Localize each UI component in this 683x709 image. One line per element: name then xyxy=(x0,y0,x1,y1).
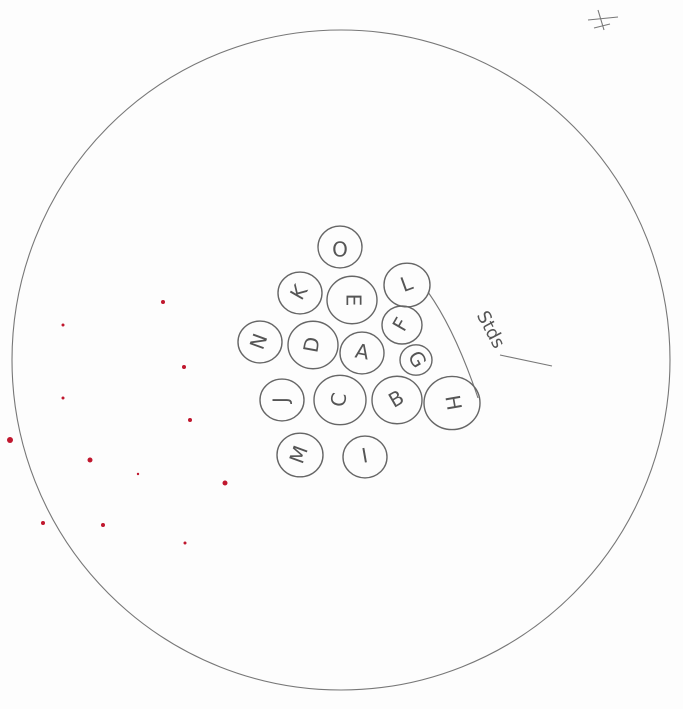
colony-label: D xyxy=(298,335,324,354)
colony-label: H xyxy=(440,393,466,412)
colony xyxy=(371,375,423,425)
colony xyxy=(259,378,305,422)
colony-label: C xyxy=(325,391,351,409)
colony xyxy=(287,320,339,370)
colony xyxy=(342,435,388,479)
colony-label: I xyxy=(360,443,370,468)
colony xyxy=(326,275,378,325)
colony-label: A xyxy=(353,339,371,365)
corner-mark xyxy=(587,9,619,31)
colony xyxy=(339,331,385,375)
colony-label: O xyxy=(332,237,348,261)
colony xyxy=(277,271,323,315)
colony xyxy=(423,375,481,431)
pointer-line xyxy=(499,354,553,367)
colony-label: J xyxy=(269,397,293,405)
colony xyxy=(237,320,283,364)
bracket xyxy=(427,291,479,399)
red-dots xyxy=(7,300,228,545)
dish-outline xyxy=(11,29,671,691)
colony xyxy=(381,305,423,345)
colony xyxy=(313,374,367,426)
colony xyxy=(317,225,363,269)
colony-label: E xyxy=(342,294,366,307)
colony xyxy=(399,344,433,376)
colony xyxy=(276,432,324,478)
